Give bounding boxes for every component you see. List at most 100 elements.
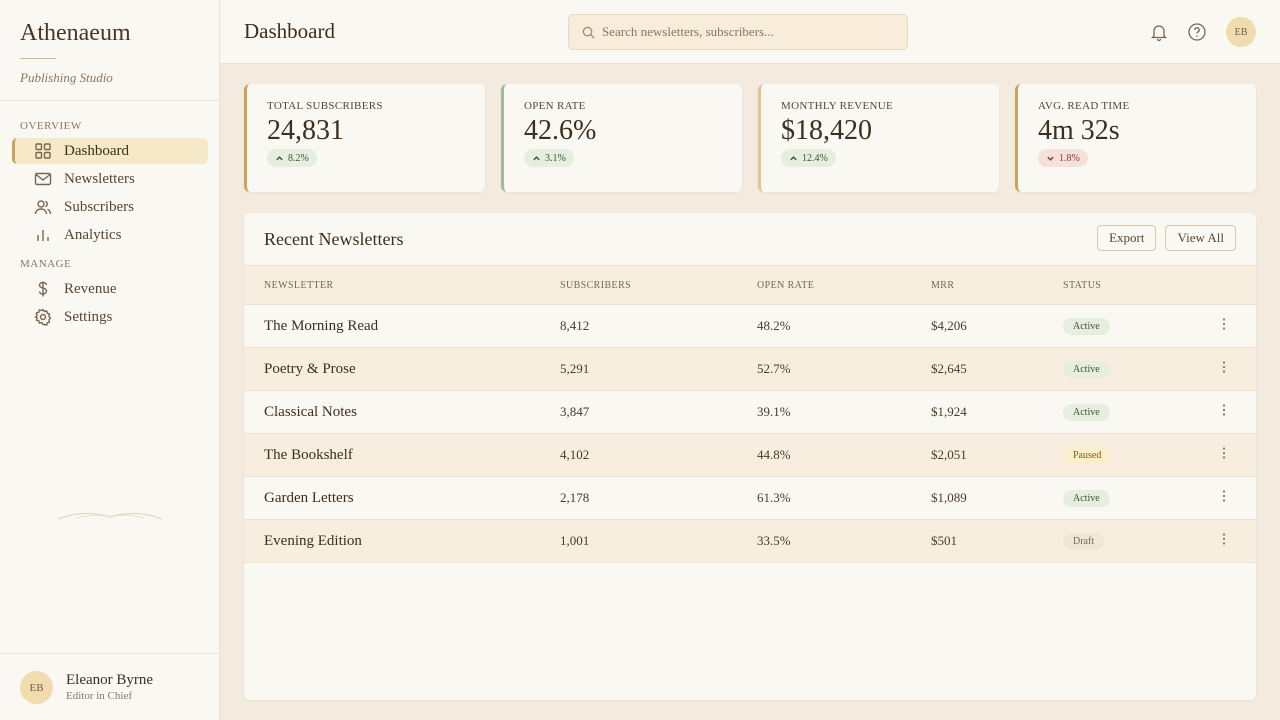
table-cell: 5,291 bbox=[560, 361, 590, 376]
nav-label: Newsletters bbox=[64, 170, 135, 187]
column-header: STATUS bbox=[1063, 279, 1102, 291]
nav-icon bbox=[37, 230, 49, 241]
table-cell: 52.7% bbox=[757, 361, 791, 376]
nav-section-label: MANAGE bbox=[20, 258, 72, 270]
nav-item[interactable]: Dashboard bbox=[12, 138, 208, 164]
search-box[interactable]: Search newsletters, subscribers... bbox=[568, 14, 908, 50]
header-avatar[interactable]: EB bbox=[1226, 17, 1256, 47]
page-title: Dashboard bbox=[244, 19, 335, 43]
stat-label: OPEN RATE bbox=[524, 100, 586, 112]
table-cell: Draft bbox=[1063, 532, 1216, 550]
nav-item[interactable]: Revenue bbox=[12, 276, 208, 302]
column-header: OPEN RATE bbox=[757, 279, 815, 291]
nav-item[interactable]: Subscribers bbox=[12, 194, 208, 220]
trend-icon bbox=[533, 155, 540, 160]
user-role: Editor in Chief bbox=[66, 690, 132, 702]
row-menu[interactable] bbox=[1216, 316, 1256, 336]
table-cell: 44.8% bbox=[757, 447, 791, 462]
stat-label: MONTHLY REVENUE bbox=[781, 100, 894, 112]
table-cell: 48.2% bbox=[757, 318, 791, 333]
card-actions: Export View All bbox=[1097, 225, 1236, 251]
stat-value: 4m 32s bbox=[1038, 115, 1120, 146]
table-row[interactable]: Evening Edition 1,001 33.5% $501 Draft bbox=[244, 520, 1256, 563]
change-value: 12.4% bbox=[802, 152, 828, 164]
table-cell: Evening Edition bbox=[264, 532, 362, 549]
card-title: Recent Newsletters bbox=[264, 229, 404, 249]
more-icon bbox=[1222, 404, 1226, 416]
header: Dashboard Search newsletters, subscriber… bbox=[220, 0, 1280, 64]
table-cell: Classical Notes bbox=[264, 403, 357, 420]
table-cell: Active bbox=[1063, 403, 1216, 421]
user-name: Eleanor Byrne bbox=[66, 672, 154, 688]
trend-icon bbox=[790, 155, 797, 160]
row-menu[interactable] bbox=[1216, 445, 1256, 465]
nav-label: Dashboard bbox=[64, 142, 129, 159]
nav-item[interactable]: Newsletters bbox=[12, 166, 208, 192]
table-row[interactable]: The Morning Read 8,412 48.2% $4,206 Active bbox=[244, 305, 1256, 348]
status-badge: Paused bbox=[1063, 447, 1112, 464]
table-row[interactable]: Poetry & Prose 5,291 52.7% $2,645 Active bbox=[244, 348, 1256, 391]
nav-label: Settings bbox=[64, 308, 113, 325]
stat-change: 1.8% bbox=[1038, 149, 1088, 167]
table-cell: $501 bbox=[931, 533, 957, 548]
table-cell: $2,645 bbox=[931, 361, 967, 376]
action-button[interactable]: View All bbox=[1165, 225, 1236, 251]
more-icon bbox=[1222, 447, 1226, 459]
stat-change: 3.1% bbox=[524, 149, 574, 167]
table-cell: 3,847 bbox=[560, 404, 590, 419]
stat-card: OPEN RATE 42.6% 3.1% bbox=[501, 84, 742, 192]
table-cell: 33.5% bbox=[757, 533, 791, 548]
row-menu[interactable] bbox=[1216, 531, 1256, 551]
stat-card: MONTHLY REVENUE $18,420 12.4% bbox=[758, 84, 999, 192]
nav-item[interactable]: Analytics bbox=[12, 222, 208, 248]
table-cell: 2,178 bbox=[560, 490, 590, 505]
status-badge: Active bbox=[1063, 404, 1110, 421]
change-value: 1.8% bbox=[1059, 152, 1080, 164]
help-button[interactable] bbox=[1187, 22, 1207, 42]
table-cell: 8,412 bbox=[560, 318, 590, 333]
nav-icon bbox=[35, 143, 51, 159]
row-menu[interactable] bbox=[1216, 359, 1256, 379]
nav-label: Subscribers bbox=[64, 198, 134, 215]
table-row[interactable]: The Bookshelf 4,102 44.8% $2,051 Paused bbox=[244, 434, 1256, 477]
notifications-button[interactable] bbox=[1149, 22, 1169, 42]
nav-label: Revenue bbox=[64, 280, 117, 297]
stat-value: 42.6% bbox=[524, 115, 597, 146]
table-row[interactable]: Garden Letters 2,178 61.3% $1,089 Active bbox=[244, 477, 1256, 520]
nav: OVERVIEW Dashboard Newsletters Subscribers A… bbox=[12, 110, 208, 332]
table-cell: Active bbox=[1063, 360, 1216, 378]
stat-change: 8.2% bbox=[267, 149, 317, 167]
nav-icon bbox=[38, 281, 48, 297]
nav-item[interactable]: Settings bbox=[12, 304, 208, 330]
search-icon bbox=[582, 26, 595, 38]
row-menu[interactable] bbox=[1216, 488, 1256, 508]
status-badge: Draft bbox=[1063, 533, 1105, 550]
column-header: MRR bbox=[931, 279, 955, 291]
stat-label: AVG. READ TIME bbox=[1038, 100, 1130, 112]
tagline: Publishing Studio bbox=[20, 70, 113, 85]
nav-icon bbox=[34, 172, 52, 186]
more-icon bbox=[1222, 533, 1226, 545]
stats-row: TOTAL SUBSCRIBERS 24,831 8.2% OPEN RATE 42.6… bbox=[244, 84, 1256, 192]
table-cell: 39.1% bbox=[757, 404, 791, 419]
row-menu[interactable] bbox=[1216, 402, 1256, 422]
newsletters-card: Recent Newsletters Export View All NEWSLE… bbox=[244, 213, 1256, 700]
stat-card: TOTAL SUBSCRIBERS 24,831 8.2% bbox=[244, 84, 485, 192]
table-cell: Active bbox=[1063, 317, 1216, 335]
stat-label: TOTAL SUBSCRIBERS bbox=[267, 100, 383, 112]
search-placeholder: Search newsletters, subscribers... bbox=[602, 24, 774, 39]
change-value: 3.1% bbox=[545, 152, 566, 164]
table-row[interactable]: Classical Notes 3,847 39.1% $1,924 Active bbox=[244, 391, 1256, 434]
trend-icon bbox=[1047, 156, 1054, 161]
status-badge: Active bbox=[1063, 490, 1110, 507]
table-cell: 1,001 bbox=[560, 533, 590, 548]
stat-change: 12.4% bbox=[781, 149, 836, 167]
action-button[interactable]: Export bbox=[1097, 225, 1157, 251]
table-cell: Active bbox=[1063, 489, 1216, 507]
column-header: NEWSLETTER bbox=[264, 279, 334, 291]
more-icon bbox=[1222, 318, 1226, 330]
user-avatar: EB bbox=[20, 671, 53, 704]
nav-icon bbox=[34, 308, 52, 326]
stat-card: AVG. READ TIME 4m 32s 1.8% bbox=[1015, 84, 1256, 192]
nav-label: Analytics bbox=[64, 226, 122, 243]
